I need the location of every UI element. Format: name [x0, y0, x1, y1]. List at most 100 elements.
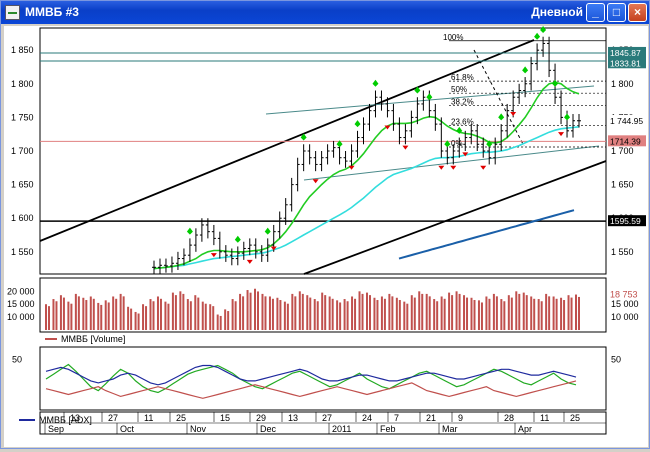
- ma-slow-line: [398, 209, 575, 260]
- sell-marker-icon: [210, 253, 217, 258]
- period-label[interactable]: Дневной: [531, 5, 583, 19]
- price-tick-left: 1 750: [11, 112, 34, 122]
- level-price-label-box: [608, 135, 646, 147]
- buy-marker-icon: [300, 133, 307, 141]
- upper-trendline[interactable]: [39, 39, 535, 242]
- last-price-label-box: [608, 114, 646, 126]
- price-tick-left: 1 550: [11, 247, 34, 257]
- buy-marker-icon: [354, 120, 361, 128]
- price-tick-left: 1 850: [11, 45, 34, 55]
- support-price-label: 1595.59: [610, 216, 641, 226]
- level-price-label: 1714.39: [610, 136, 641, 146]
- price-panel: [39, 27, 607, 275]
- price-tick-right: 1 650: [611, 180, 634, 190]
- buy-marker-icon: [456, 126, 463, 134]
- fibonacci-levels[interactable]: 100% 61.8% 50% 38.2% 23.6% 0%: [443, 33, 606, 148]
- window-title: ММВБ #3: [25, 5, 79, 19]
- title-bar[interactable]: ММВБ #3 Дневной _ □ ×: [1, 1, 649, 24]
- price-tick-right: 1 800: [611, 79, 634, 89]
- sell-marker-icon: [450, 165, 457, 170]
- adx-legend: ММВБ [ADX]: [19, 415, 92, 425]
- sell-marker-icon: [246, 259, 253, 264]
- day-label: 21: [426, 413, 436, 423]
- day-label: 7: [394, 413, 399, 423]
- sell-marker-icon: [402, 145, 409, 150]
- buy-marker-icon: [564, 113, 571, 121]
- indicator-panel: [39, 346, 607, 411]
- day-label: 25: [176, 413, 186, 423]
- day-label: 11: [144, 413, 153, 423]
- fib-label: 38.2%: [451, 97, 474, 106]
- price-tick-right: 1 700: [611, 146, 634, 156]
- lower-trendline[interactable]: [303, 160, 607, 275]
- price-tick-left: 1 800: [11, 79, 34, 89]
- day-label: 27: [108, 413, 118, 423]
- day-label: 24: [362, 413, 372, 423]
- buy-marker-icon: [372, 79, 379, 87]
- fib-label: 100%: [443, 33, 463, 42]
- sell-marker-icon: [558, 132, 565, 137]
- month-label: Oct: [120, 424, 135, 434]
- minimize-button[interactable]: _: [586, 3, 605, 22]
- price-label-1-box: [608, 46, 646, 58]
- day-label: 15: [220, 413, 230, 423]
- buy-marker-icon: [234, 235, 241, 243]
- buy-marker-icon: [336, 140, 343, 148]
- day-label: 9: [458, 413, 463, 423]
- indicator-series-line: [45, 364, 577, 386]
- buy-marker-icon: [522, 66, 529, 74]
- sell-marker-icon: [462, 152, 469, 157]
- indicator-tick-left: 50: [12, 355, 22, 365]
- horizontal-levels[interactable]: [40, 52, 606, 222]
- ma-mid-line: [153, 126, 580, 270]
- volume-tick-right: 10 000: [611, 312, 639, 322]
- volume-last-box: [608, 288, 646, 300]
- month-label: Apr: [518, 424, 532, 434]
- price-bars: [152, 36, 581, 275]
- day-label: 13: [288, 413, 298, 423]
- maximize-button[interactable]: □: [607, 3, 626, 22]
- last-price-label: 1 744.95: [610, 116, 643, 126]
- fan-line-bottom[interactable]: [303, 145, 600, 181]
- buy-marker-icon: [186, 227, 193, 235]
- day-label: 27: [322, 413, 332, 423]
- trend-lines[interactable]: [39, 39, 607, 275]
- day-label: 13: [70, 413, 80, 423]
- price-tick-right: 1 550: [611, 247, 634, 257]
- indicator-series-line: [45, 380, 577, 399]
- volume-legend-label: ММВБ [Volume]: [61, 334, 125, 344]
- date-labels: 13 27 11 25 15 29 13 27 24 7 21 9 28 11 25 Sep Oct Nov Dec…: [40, 412, 606, 434]
- fan-line-top[interactable]: [265, 85, 595, 115]
- month-label: 2011: [332, 424, 351, 434]
- day-label: 29: [256, 413, 266, 423]
- buy-marker-icon: [414, 86, 421, 94]
- month-label: Feb: [380, 424, 396, 434]
- month-label: Mar: [442, 424, 458, 434]
- volume-last-label: 18 753: [610, 290, 638, 300]
- support-price-label-box: [608, 215, 646, 227]
- buy-marker-icon: [264, 227, 271, 235]
- volume-legend: ММВБ [Volume]: [45, 334, 125, 344]
- chart-icon: [5, 5, 20, 20]
- volume-bars: [45, 288, 580, 330]
- fib-diagonal[interactable]: [473, 49, 525, 147]
- price-tick-left: 1 700: [11, 146, 34, 156]
- ma-fast-line: [153, 81, 580, 270]
- buy-marker-icon: [486, 140, 493, 148]
- sell-marker-icon: [438, 165, 445, 170]
- day-label: 11: [540, 413, 549, 423]
- buy-marker-icon: [534, 32, 541, 40]
- indicator-lines: [45, 363, 577, 399]
- fib-label: 50%: [451, 85, 467, 94]
- buy-marker-icon: [552, 79, 559, 87]
- sell-marker-icon: [348, 165, 355, 170]
- price-tick-left: 1 600: [11, 213, 34, 223]
- day-label: 28: [504, 413, 514, 423]
- close-button[interactable]: ×: [628, 3, 647, 22]
- month-label: Nov: [190, 424, 207, 434]
- buy-marker-icon: [498, 113, 505, 121]
